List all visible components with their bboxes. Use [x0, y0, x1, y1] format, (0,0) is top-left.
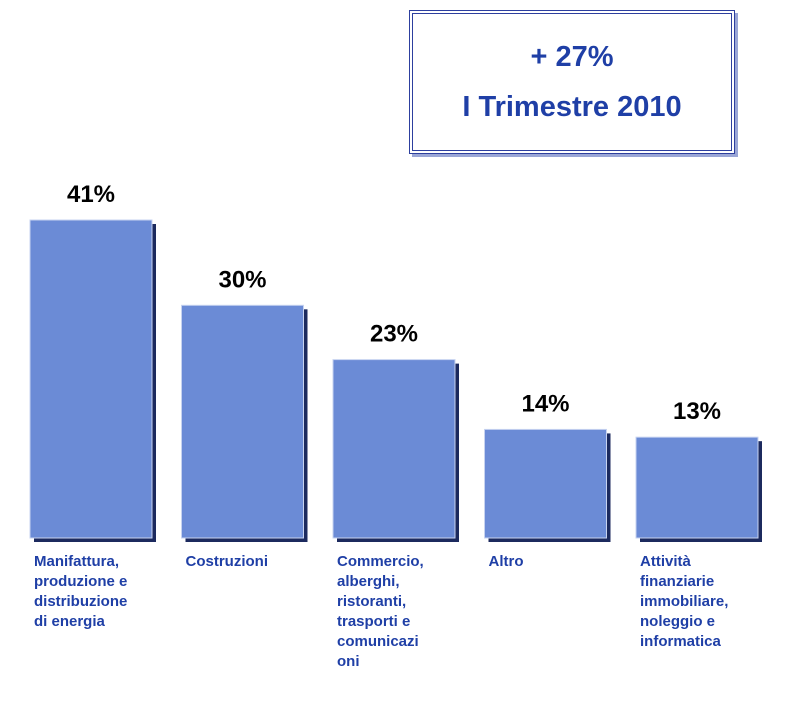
x-tick-label: Manifattura, produzione e distribuzione … [34, 553, 128, 630]
value-label: 30% [218, 266, 266, 293]
bar [635, 436, 759, 539]
bar [484, 428, 607, 539]
bar [181, 304, 304, 539]
annotation: + 27% [530, 41, 614, 73]
bar [29, 219, 153, 539]
bar [332, 359, 456, 539]
value-label: 13% [673, 398, 721, 425]
value-label: 41% [67, 181, 115, 208]
x-tick-label: Costruzioni [185, 553, 269, 570]
x-tick-label: Attività finanziarie immobiliare, nolegg… [640, 553, 729, 650]
value-label: 14% [521, 390, 569, 417]
annotation: I Trimestre 2010 [462, 91, 682, 123]
x-tick-label: Altro [488, 553, 524, 570]
value-label: 23% [370, 321, 418, 348]
x-tick-label: Commercio, alberghi, ristoranti, traspor… [337, 553, 424, 670]
annotation-box: + 27% I Trimestre 2010 [409, 10, 735, 154]
